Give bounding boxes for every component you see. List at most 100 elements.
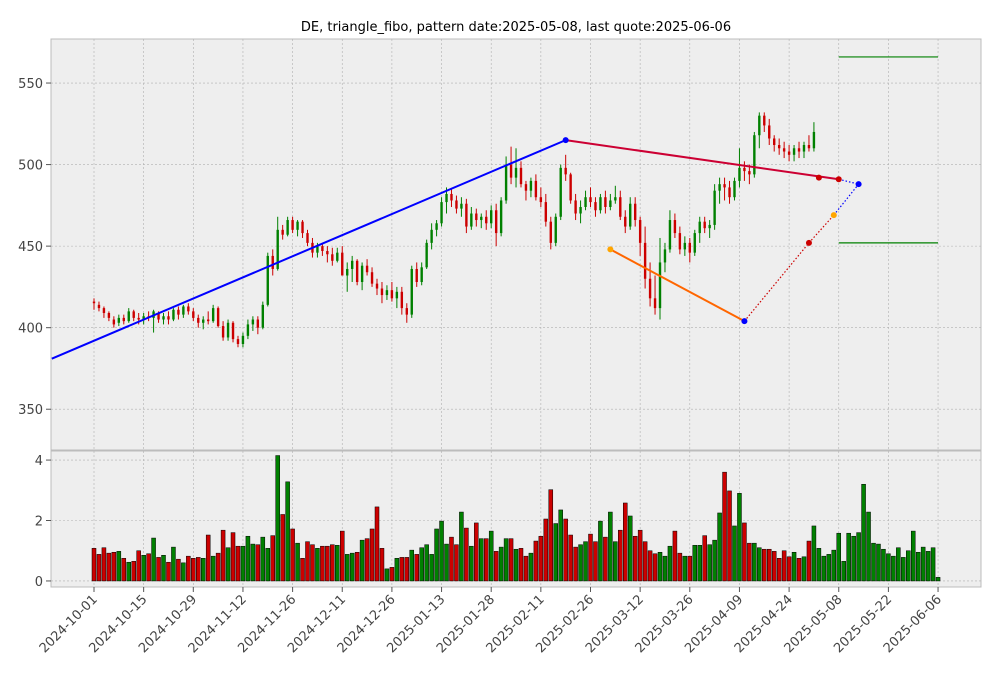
volume-bar bbox=[449, 536, 454, 582]
volume-bar bbox=[747, 542, 752, 582]
candle-body bbox=[112, 319, 116, 325]
volume-bar bbox=[439, 520, 444, 582]
candle-body bbox=[519, 167, 523, 185]
candle-body bbox=[261, 304, 265, 328]
lower-red-dotted-line bbox=[743, 214, 835, 322]
candle-body bbox=[554, 216, 557, 243]
volume-bar bbox=[181, 562, 186, 582]
candle-body bbox=[316, 246, 319, 253]
volume-bar bbox=[781, 550, 787, 582]
volume-bar bbox=[295, 542, 300, 582]
volume-bar bbox=[166, 561, 171, 582]
volume-bar bbox=[687, 555, 693, 582]
volume-bar bbox=[374, 506, 380, 582]
candle-body bbox=[296, 221, 299, 230]
candle-body bbox=[122, 317, 125, 322]
volume-bar bbox=[558, 509, 563, 582]
candle-body bbox=[355, 260, 359, 283]
volume-bar bbox=[275, 455, 280, 582]
volume-bar bbox=[752, 542, 757, 582]
volume-bar bbox=[776, 558, 782, 582]
volume-bar bbox=[409, 549, 415, 582]
candle-body bbox=[306, 233, 309, 243]
candle-body bbox=[385, 290, 389, 296]
candle-body bbox=[346, 268, 349, 276]
volume-bar bbox=[632, 535, 638, 582]
volume-bar bbox=[186, 555, 191, 582]
volume-bar bbox=[722, 471, 727, 582]
volume-bar bbox=[270, 535, 275, 582]
candle-body bbox=[782, 148, 786, 152]
volume-bar bbox=[171, 546, 176, 582]
candle-body bbox=[197, 317, 200, 323]
candle-body bbox=[276, 229, 279, 269]
volume-bar bbox=[518, 548, 524, 582]
volume-bar bbox=[315, 548, 320, 582]
candle-body bbox=[703, 221, 706, 229]
candle-body bbox=[221, 326, 225, 338]
volume-bar bbox=[910, 530, 916, 582]
volume-bar bbox=[459, 511, 464, 582]
volume-bar bbox=[429, 554, 434, 582]
volume-bar bbox=[126, 561, 132, 582]
volume-bar bbox=[240, 545, 246, 582]
candle-body bbox=[544, 202, 548, 222]
volume-bar bbox=[404, 557, 410, 582]
candle-body bbox=[708, 224, 711, 229]
volume-bar bbox=[796, 558, 802, 582]
volume-bar bbox=[702, 535, 707, 582]
volume-bar bbox=[667, 545, 673, 582]
volume-bar bbox=[861, 483, 866, 582]
candle-body bbox=[97, 304, 101, 309]
candle-body bbox=[723, 184, 726, 188]
volume-bar bbox=[101, 547, 107, 582]
volume-bar bbox=[285, 481, 290, 582]
volume-bar bbox=[399, 557, 405, 582]
volume-bar bbox=[568, 534, 573, 582]
candle-body bbox=[648, 278, 652, 299]
candle-body bbox=[470, 213, 473, 227]
volume-bar bbox=[901, 557, 906, 582]
volume-bar bbox=[757, 547, 762, 582]
candle-body bbox=[569, 174, 572, 201]
volume-bar bbox=[121, 558, 127, 582]
candle-body bbox=[107, 313, 111, 318]
volume-bar bbox=[260, 536, 266, 582]
candle-body bbox=[763, 115, 766, 126]
volume-bar bbox=[533, 540, 539, 582]
candle-body bbox=[460, 203, 463, 209]
price-panel: 350 400 450 500 550 bbox=[18, 38, 982, 451]
volume-bar bbox=[379, 548, 385, 582]
candle-body bbox=[182, 306, 185, 315]
candle-body bbox=[638, 220, 642, 243]
volume-bar bbox=[344, 554, 350, 582]
candle-body bbox=[430, 229, 433, 243]
x-axis: 2024-10-012024-10-152024-10-292024-11-12… bbox=[37, 587, 945, 656]
upper-red-line bbox=[565, 139, 839, 181]
candle-body bbox=[773, 138, 776, 146]
volume-bar bbox=[305, 541, 310, 582]
volume-bar bbox=[146, 553, 151, 582]
candle-body bbox=[132, 311, 135, 318]
volume-bar bbox=[642, 541, 648, 582]
candle-body bbox=[206, 319, 210, 322]
candle-body bbox=[504, 164, 508, 201]
volume-bar bbox=[623, 502, 628, 582]
y-tick-label: 450 bbox=[18, 240, 43, 255]
candle-body bbox=[614, 197, 617, 201]
candle-body bbox=[425, 242, 428, 268]
volume-bar bbox=[444, 543, 449, 582]
volume-bar bbox=[310, 544, 315, 582]
volume-bar bbox=[786, 556, 792, 582]
candle-body bbox=[658, 262, 662, 309]
volume-bar bbox=[692, 545, 698, 582]
candle-body bbox=[787, 151, 791, 155]
volume-bar bbox=[583, 541, 588, 582]
candle-body bbox=[291, 220, 294, 230]
candle-body bbox=[584, 197, 587, 207]
volume-bar bbox=[200, 558, 206, 582]
volume-bar bbox=[563, 518, 568, 582]
pattern-marker bbox=[562, 137, 569, 144]
volume-bar bbox=[196, 557, 201, 582]
volume-bar bbox=[811, 525, 817, 582]
